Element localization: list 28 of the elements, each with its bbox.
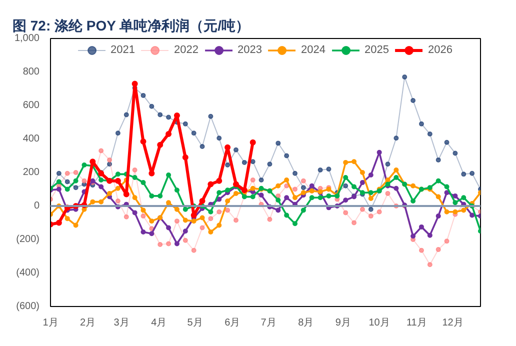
x-tick-label: 2月	[80, 318, 96, 328]
x-tick-label: 12月	[442, 318, 464, 328]
x-tick-label: 9月	[335, 318, 351, 328]
chart-title: 图 72: 涤纶 POY 单吨净利润（元/吨）	[12, 18, 250, 34]
x-tick-label: 6月	[224, 318, 240, 328]
x-tick-label: 3月	[114, 318, 130, 328]
y-tick-label: 200	[22, 167, 40, 178]
legend-label: 2022	[174, 44, 199, 56]
x-tick-label: 5月	[187, 318, 203, 328]
legend-label: 2025	[364, 44, 389, 56]
legend-label: 2023	[238, 44, 262, 56]
y-tick-label: 400	[22, 134, 40, 144]
y-tick-label: 800	[22, 66, 40, 78]
x-tick-label: 7月	[260, 318, 276, 328]
y-tick-label: 1,000	[14, 33, 40, 44]
y-tick-label: (600)	[16, 301, 40, 312]
x-tick-label: 1月	[42, 318, 58, 328]
x-tick-label: 10月	[368, 318, 390, 328]
legend-label: 2021	[110, 44, 136, 56]
x-tick-label: 8月	[298, 318, 314, 328]
legend-label: 2024	[301, 44, 326, 56]
legend-label: 2026	[428, 44, 452, 56]
y-tick-label: 600	[22, 100, 40, 111]
y-tick-label: 0	[34, 200, 40, 212]
y-tick-label: (200)	[16, 234, 40, 245]
y-tick-label: (400)	[16, 268, 40, 278]
x-tick-label: 4月	[151, 318, 167, 328]
x-tick-label: 11月	[406, 318, 427, 328]
